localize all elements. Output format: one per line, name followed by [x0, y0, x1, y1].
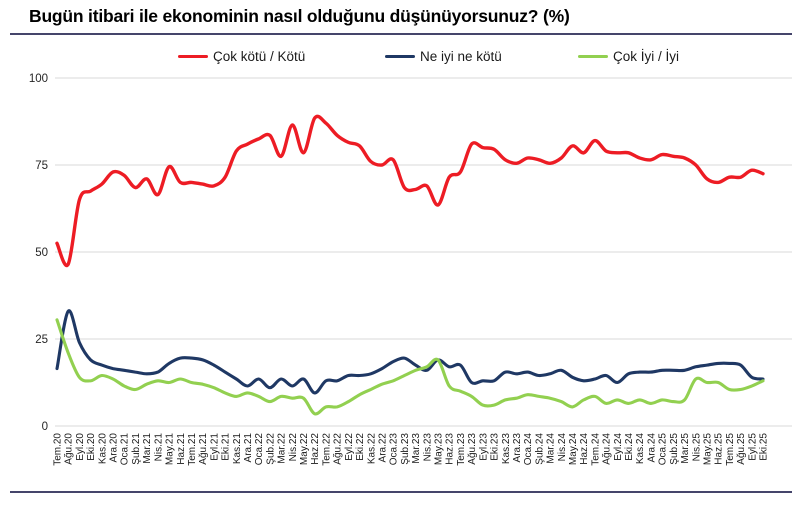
- x-tick-label: Ara.24: [646, 433, 657, 463]
- x-tick-label: Ara.22: [378, 433, 389, 463]
- x-tick-label: Mar.24: [546, 433, 557, 464]
- x-tick-label: Ara.20: [109, 433, 120, 463]
- x-tick-label: Şub.24: [534, 433, 545, 465]
- x-tick-label: Mar.23: [411, 433, 422, 464]
- x-tick-label: Haz.23: [445, 433, 456, 465]
- series-line-good: [55, 318, 765, 416]
- x-tick-label: May.25: [703, 433, 714, 465]
- legend-swatch-green: [578, 54, 608, 59]
- x-tick-label: Haz.22: [310, 433, 321, 465]
- x-tick-label: Kas.23: [501, 433, 512, 465]
- x-tick-label: Haz.25: [714, 433, 725, 465]
- series-line-neutral: [55, 309, 765, 395]
- x-tick-label: Tem.20: [53, 433, 64, 466]
- x-tick-label: Eyl.24: [613, 433, 624, 461]
- x-tick-label: Mar.21: [142, 433, 153, 464]
- x-tick-label: Nis.24: [557, 433, 568, 462]
- legend-label-good: Çok İyi / İyi: [613, 49, 680, 64]
- x-tick-label: Eki.25: [759, 433, 770, 461]
- x-tick-label: Oca.22: [254, 433, 265, 466]
- x-tick-label: Tem.22: [322, 433, 333, 466]
- x-tick-label: Ağu.20: [64, 433, 75, 465]
- x-tick-label: Haz.21: [176, 433, 187, 465]
- x-tick-label: Tem.24: [590, 433, 601, 466]
- x-tick-label: Eki.24: [624, 433, 635, 461]
- x-tick-label: Şub.21: [131, 433, 142, 465]
- x-tick-label: Eyl.20: [75, 433, 86, 461]
- legend-swatch-red: [178, 54, 208, 59]
- bottom-divider: [10, 491, 792, 493]
- x-tick-label: May.23: [434, 433, 445, 465]
- x-tick-label: Kas.20: [97, 433, 108, 465]
- x-tick-label: Eyl.23: [478, 433, 489, 461]
- x-tick-label: Eyl.21: [209, 433, 220, 461]
- x-tick-label: Ara.23: [512, 433, 523, 463]
- x-tick-label: Şub.22: [265, 433, 276, 465]
- y-tick-label-75: 75: [35, 160, 48, 172]
- legend-label-bad: Çok kötü / Kötü: [213, 49, 306, 64]
- x-tick-label: Nis.25: [691, 433, 702, 462]
- x-tick-label: Nis.22: [288, 433, 299, 462]
- x-tick-label: Haz.24: [579, 433, 590, 465]
- x-tick-label: Ağu.24: [602, 433, 613, 465]
- x-tick-label: Nis.23: [422, 433, 433, 462]
- x-tick-label: Oca.24: [523, 433, 534, 466]
- x-tick-label: Eyl.22: [344, 433, 355, 461]
- x-tick-label: Tem.23: [456, 433, 467, 466]
- legend-item-bad: Çok kötü / Kötü: [178, 49, 305, 64]
- x-tick-label: Tem.21: [187, 433, 198, 466]
- x-tick-label: Tem.25: [725, 433, 736, 466]
- x-tick-label: Mar.22: [277, 433, 288, 464]
- x-tick-label: Şub.25: [669, 433, 680, 465]
- x-tick-label: May.24: [568, 433, 579, 465]
- legend-item-good: Çok İyi / İyi: [578, 49, 679, 64]
- x-tick-label: Kas.24: [635, 433, 646, 465]
- x-tick-label: Mar.25: [680, 433, 691, 464]
- x-tick-label: Eki.22: [355, 433, 366, 461]
- y-tick-label-50: 50: [35, 247, 48, 259]
- y-tick-label-25: 25: [35, 334, 48, 346]
- x-tick-label: Ağu.25: [736, 433, 747, 465]
- x-tick-label: Eki.23: [490, 433, 501, 461]
- chart-legend: Çok kötü / Kötü Ne iyi ne kötü Çok İyi /…: [0, 49, 800, 69]
- x-tick-label: Kas.22: [366, 433, 377, 465]
- x-tick-label: Ağu.22: [333, 433, 344, 465]
- legend-label-neutral: Ne iyi ne kötü: [420, 49, 502, 64]
- x-tick-label: Kas.21: [232, 433, 243, 465]
- legend-swatch-navy: [385, 54, 415, 59]
- page-title: Bugün itibari ile ekonominin nasıl olduğ…: [29, 6, 570, 26]
- x-tick-label: Ara.21: [243, 433, 254, 463]
- legend-item-neutral: Ne iyi ne kötü: [385, 49, 502, 64]
- x-tick-label: Oca.25: [658, 433, 669, 466]
- x-tick-label: Ağu.23: [467, 433, 478, 465]
- title-divider: [10, 33, 792, 35]
- x-tick-label: Eki.20: [86, 433, 97, 461]
- x-tick-label: May.21: [165, 433, 176, 465]
- series-line-bad: [55, 114, 765, 268]
- y-tick-label-100: 100: [29, 73, 48, 85]
- x-tick-label: May.22: [299, 433, 310, 465]
- x-tick-label: Eyl.25: [747, 433, 758, 461]
- x-tick-label: Ağu.21: [198, 433, 209, 465]
- x-tick-label: Eki.21: [221, 433, 232, 461]
- x-tick-label: Nis.21: [153, 433, 164, 462]
- x-tick-label: Oca.23: [389, 433, 400, 466]
- x-tick-label: Şub.23: [400, 433, 411, 465]
- y-tick-label-0: 0: [42, 421, 48, 433]
- x-tick-label: Oca.21: [120, 433, 131, 466]
